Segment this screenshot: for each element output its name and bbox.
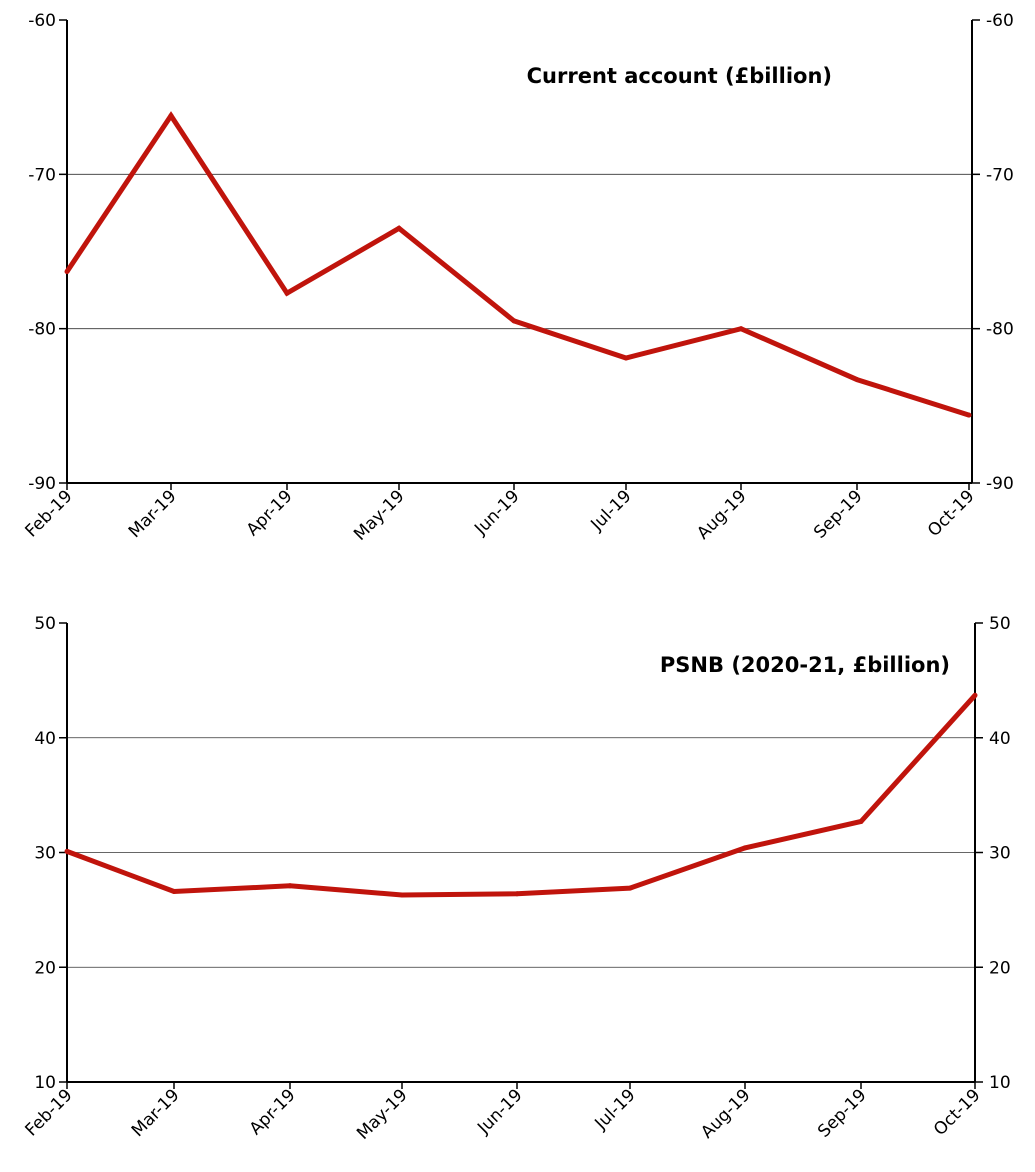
psnb-x-tick-label: Feb-19	[21, 1085, 76, 1140]
current-account-right-tick-label: -70	[986, 165, 1014, 185]
current-account-right-tick-label: -60	[986, 11, 1014, 31]
current-account-x-tick-label: Sep-19	[810, 486, 866, 542]
current-account-chart-title: Current account (£billion)	[527, 64, 832, 88]
current-account-x-tick-label: Oct-19	[924, 486, 979, 541]
psnb-right-tick-label: 40	[989, 729, 1011, 749]
current-account-x-tick-label: Feb-19	[21, 486, 76, 541]
psnb-x-tick-label: Sep-19	[814, 1085, 870, 1141]
current-account-data-point	[854, 377, 860, 383]
current-account-data-point	[168, 113, 174, 119]
current-account-right-tick-label: -90	[986, 474, 1014, 494]
psnb-x-tick-label: Aug-19	[697, 1085, 754, 1142]
current-account-left-tick-label: -80	[28, 320, 56, 340]
current-account-x-tick-label: Aug-19	[693, 486, 750, 543]
psnb-data-point	[742, 845, 748, 851]
psnb-left-tick-label: 20	[34, 958, 56, 978]
psnb-data-point	[171, 889, 177, 894]
current-account-x-tick-label: Apr-19	[243, 486, 297, 540]
psnb-right-tick-label: 10	[989, 1073, 1011, 1093]
current-account-left-tick-label: -60	[28, 11, 56, 31]
current-account-data-point	[396, 225, 402, 231]
psnb-x-tick-label: Jun-19	[473, 1085, 526, 1138]
current-account-data-point	[284, 290, 290, 296]
psnb-data-point	[858, 819, 864, 824]
current-account-right-tick-label: -80	[986, 320, 1014, 340]
current-account-left-tick-label: -70	[28, 165, 56, 185]
psnb-data-point	[287, 883, 293, 889]
psnb-data-point	[64, 848, 70, 854]
current-account-x-tick-label: Jun-19	[470, 486, 523, 539]
current-account-data-point	[511, 318, 517, 324]
psnb-data-point	[972, 692, 978, 698]
psnb-x-tick-label: Oct-19	[930, 1085, 985, 1140]
psnb-x-tick-label: Jul-19	[591, 1085, 640, 1134]
psnb-left-tick-label: 50	[34, 614, 56, 634]
psnb-x-tick-label: Apr-19	[246, 1085, 300, 1139]
current-account-series-line	[64, 111, 970, 418]
psnb-series-line	[66, 693, 977, 898]
current-account-left-tick-label: -90	[28, 474, 56, 494]
current-account-data-point	[966, 412, 972, 418]
psnb-right-tick-label: 20	[989, 958, 1011, 978]
current-account-x-tick-label: Jul-19	[587, 486, 636, 535]
psnb-right-tick-label: 50	[989, 614, 1011, 634]
current-account-data-point	[738, 326, 744, 332]
current-account-data-point	[64, 269, 70, 275]
psnb-left-tick-label: 30	[34, 844, 56, 864]
psnb-chart-title: PSNB (2020-21, £billion)	[660, 653, 950, 677]
psnb-x-tick-label: May-19	[353, 1085, 411, 1143]
psnb-data-point	[399, 892, 405, 898]
psnb-x-tick-label: Mar-19	[128, 1085, 184, 1141]
psnb-left-tick-label: 40	[34, 729, 56, 749]
current-account-x-tick-label: Mar-19	[125, 486, 181, 542]
psnb-right-tick-label: 30	[989, 844, 1011, 864]
current-account-data-point	[623, 355, 629, 361]
psnb-data-point	[627, 885, 633, 891]
current-account-x-tick-label: May-19	[350, 486, 408, 544]
psnb-data-point	[514, 891, 520, 897]
psnb-left-tick-label: 10	[34, 1073, 56, 1093]
